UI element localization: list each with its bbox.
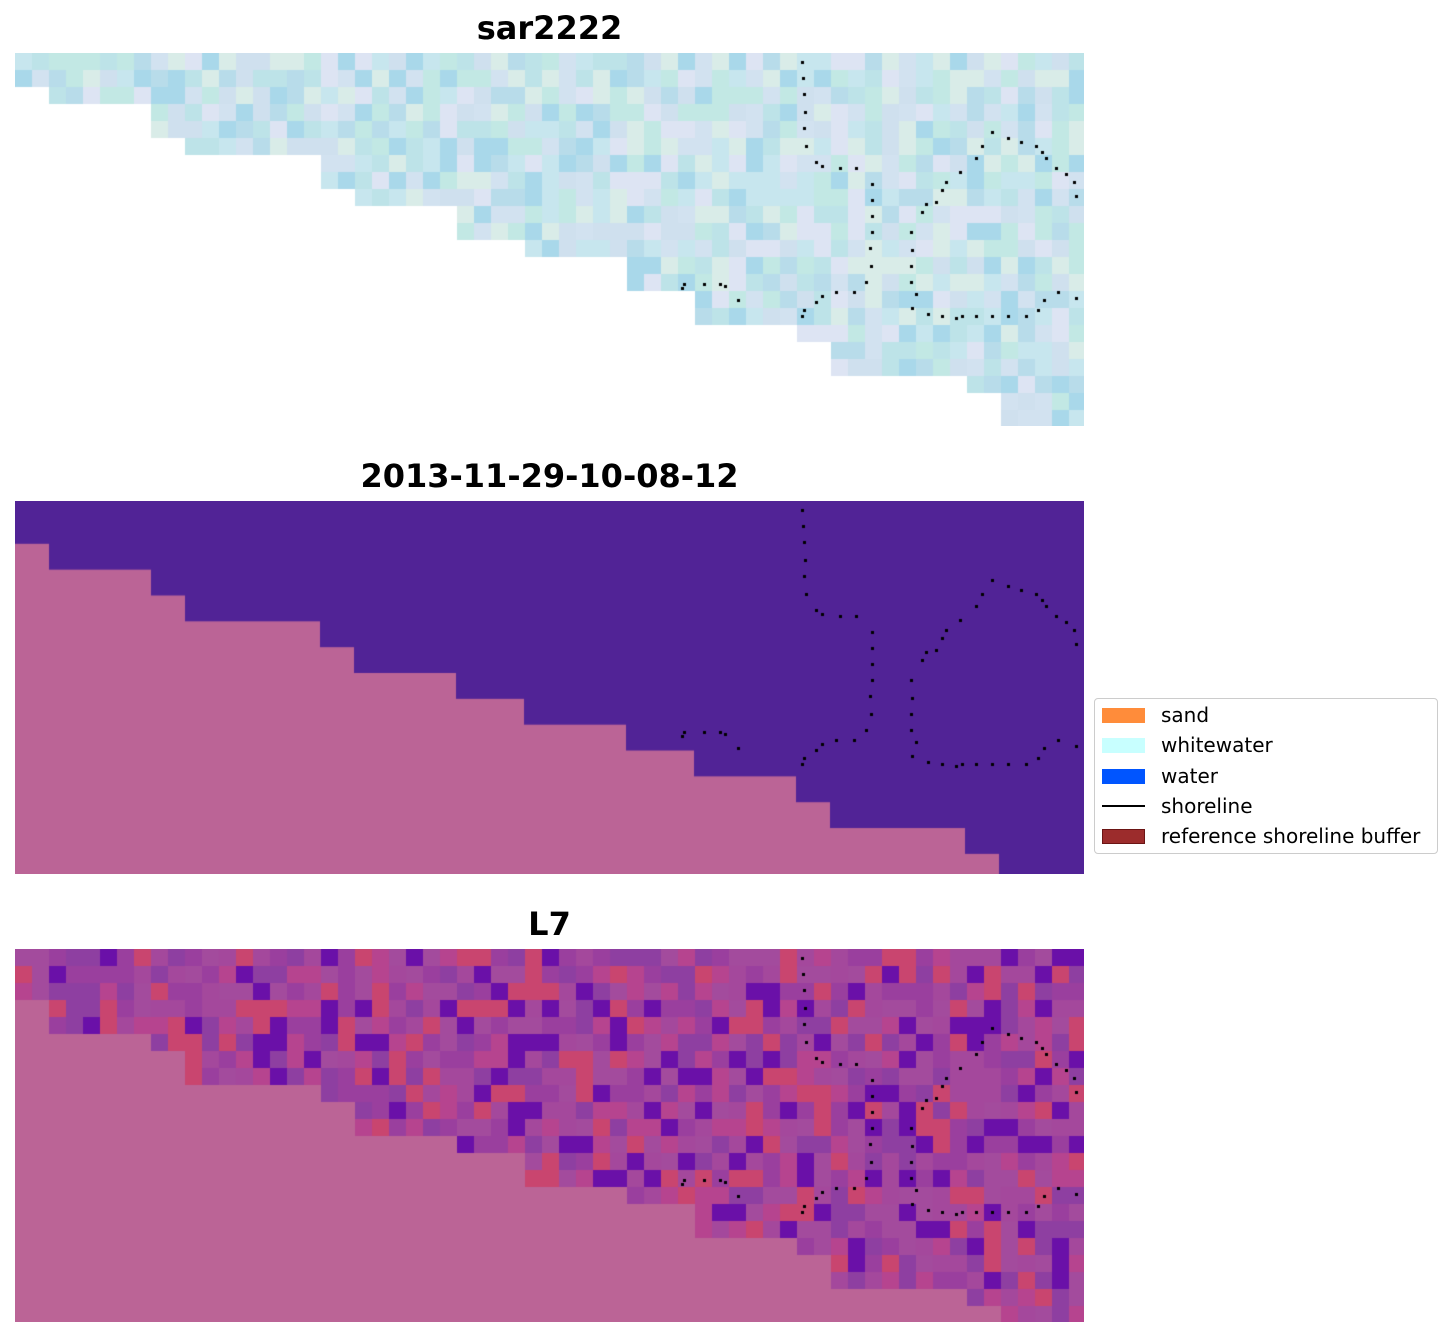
sand-swatch	[1102, 708, 1145, 723]
legend-label-water: water	[1161, 764, 1218, 788]
classified-image-panel	[15, 501, 1084, 874]
legend-label-sand: sand	[1161, 703, 1210, 727]
panel-title-rgb: sar2222	[476, 9, 623, 47]
legend-item-sand: sand	[1102, 704, 1436, 726]
l7-image-panel	[15, 949, 1084, 1322]
legend-item-reference-buffer: reference shoreline buffer	[1102, 825, 1436, 847]
panel-title-classified: 2013-11-29-10-08-12	[360, 457, 739, 495]
panel-title-l7: L7	[528, 905, 571, 943]
legend-item-shoreline: shoreline	[1102, 795, 1436, 817]
legend-label-reference-buffer: reference shoreline buffer	[1161, 824, 1421, 848]
legend-item-whitewater: whitewater	[1102, 734, 1436, 756]
water-swatch	[1102, 769, 1145, 784]
rgb-image-panel	[15, 53, 1084, 426]
shoreline-line-swatch	[1102, 805, 1145, 807]
reference-buffer-swatch	[1102, 829, 1145, 844]
legend-item-water: water	[1102, 765, 1436, 787]
whitewater-swatch	[1102, 738, 1145, 753]
legend-label-shoreline: shoreline	[1161, 794, 1253, 818]
legend-label-whitewater: whitewater	[1161, 733, 1273, 757]
legend: sand whitewater water shoreline referenc…	[1094, 698, 1438, 854]
